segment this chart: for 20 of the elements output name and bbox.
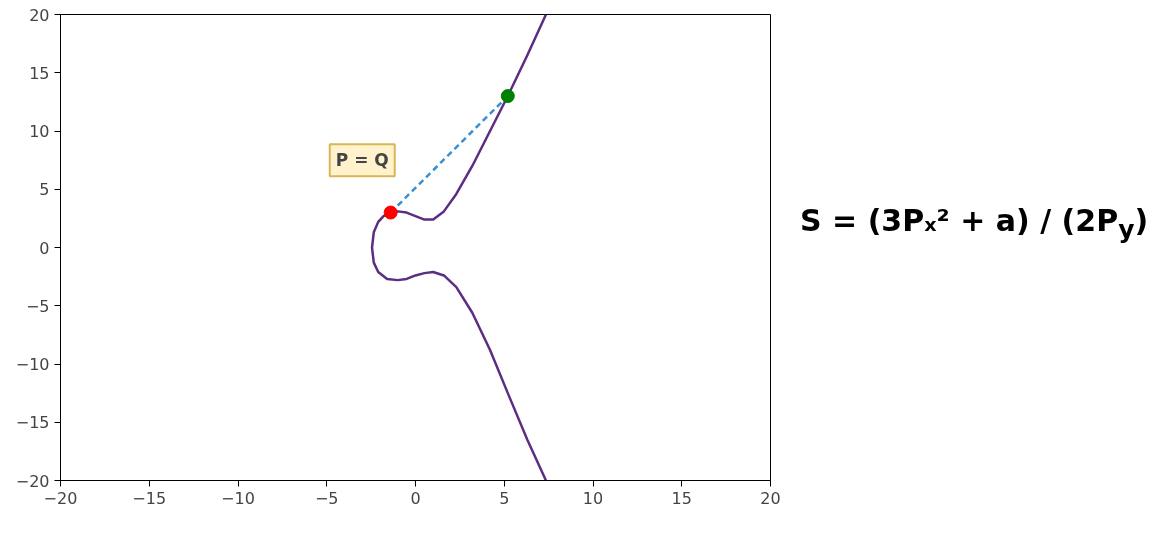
y-tick-label: −20 [15,471,50,491]
x-tick-label: 10 [582,488,604,508]
x-tick-label: 20 [760,488,781,508]
y-tick-label: 0 [39,238,50,258]
y-tick-label: −15 [15,413,50,433]
y-tick-label: −5 [25,296,50,316]
y-tick-label: 15 [29,63,50,83]
x-tick-label: 15 [671,488,692,508]
x-tick-label: 5 [499,488,510,508]
y-tick-label: 5 [39,180,50,200]
x-tick-label: −10 [221,488,255,508]
y-tick-label: 20 [29,5,50,25]
text: S = (3Pₓ² + a) / (2P$_{y}$) [800,202,1149,246]
y-tick-label: 10 [29,122,50,141]
x-tick-label: 0 [410,488,421,508]
annotation: P = Q [335,150,389,171]
line-series [370,14,548,481]
y-tick-label: −10 [15,355,50,374]
x-tick-label: −5 [314,488,339,508]
x-tick-label: −15 [132,488,167,508]
